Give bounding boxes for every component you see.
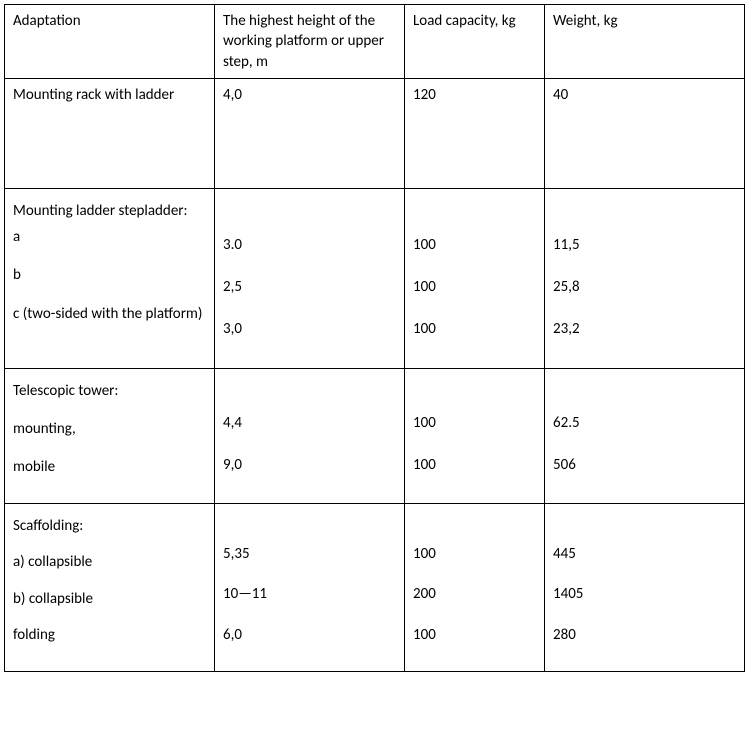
val-b: 1405 [553,584,738,604]
cell-weight: 40 [545,78,745,188]
row-stepladder: Mounting ladder stepladder: a b c (two-s… [5,188,745,368]
subgroup-title: Telescopic tower: [13,381,208,401]
variant-a: mounting, [13,419,208,439]
variant-b: b) collapsible [13,589,208,609]
header-row: Adaptation The highest height of the wor… [5,5,745,79]
val-b: 25,8 [553,277,738,297]
val-a: 100 [413,235,538,255]
cell-height: 3.0 2,5 3,0 [215,188,405,368]
val-c: 23,2 [553,319,738,339]
variant-a: a) collapsible [13,552,208,572]
variant-b: mobile [13,457,208,477]
val-c: 6,0 [223,625,398,645]
val-b: 200 [413,584,538,604]
cell-height: 5,35 10—11 6,0 [215,504,405,672]
cell-height: 4,4 9,0 [215,368,405,504]
cell-weight: 11,5 25,8 23,2 [545,188,745,368]
val-a: 100 [413,413,538,433]
val-a: 62.5 [553,413,738,433]
val-a: 445 [553,544,738,564]
col-load: Load capacity, kg [405,5,545,79]
val-b: 100 [413,455,538,475]
val-b: 100 [413,277,538,297]
cell-weight: 62.5 506 [545,368,745,504]
cell-weight: 445 1405 280 [545,504,745,672]
cell-name: Mounting rack with ladder [5,78,215,188]
subgroup-title: Scaffolding: [13,516,208,536]
col-adaptation: Adaptation [5,5,215,79]
cell-load: 100 200 100 [405,504,545,672]
val-b: 9,0 [223,455,398,475]
val-b: 10—11 [223,584,398,604]
variant-c: c (two-sided with the platform) [13,304,208,324]
col-height: The highest height of the working platfo… [215,5,405,79]
row-scaffolding: Scaffolding: a) collapsible b) collapsib… [5,504,745,672]
val-c: 280 [553,625,738,645]
val-a: 100 [413,544,538,564]
cell-height: 4,0 [215,78,405,188]
row-mounting-rack: Mounting rack with ladder 4,0 120 40 [5,78,745,188]
cell-name: Telescopic tower: mounting, mobile [5,368,215,504]
val-c: 100 [413,319,538,339]
cell-load: 100 100 100 [405,188,545,368]
val-c: 100 [413,625,538,645]
val-c: 3,0 [223,319,398,339]
cell-load: 120 [405,78,545,188]
variant-c: folding [13,625,208,645]
val-b: 2,5 [223,277,398,297]
cell-name: Scaffolding: a) collapsible b) collapsib… [5,504,215,672]
val-a: 4,4 [223,413,398,433]
val-a: 5,35 [223,544,398,564]
variant-a: a [13,227,208,247]
subgroup-title: Mounting ladder stepladder: [13,201,208,221]
cell-name: Mounting ladder stepladder: a b c (two-s… [5,188,215,368]
row-telescopic: Telescopic tower: mounting, mobile 4,4 9… [5,368,745,504]
variant-b: b [13,265,208,285]
val-b: 506 [553,455,738,475]
val-a: 11,5 [553,235,738,255]
cell-load: 100 100 [405,368,545,504]
spec-table: Adaptation The highest height of the wor… [4,4,745,672]
col-weight: Weight, kg [545,5,745,79]
val-a: 3.0 [223,235,398,255]
